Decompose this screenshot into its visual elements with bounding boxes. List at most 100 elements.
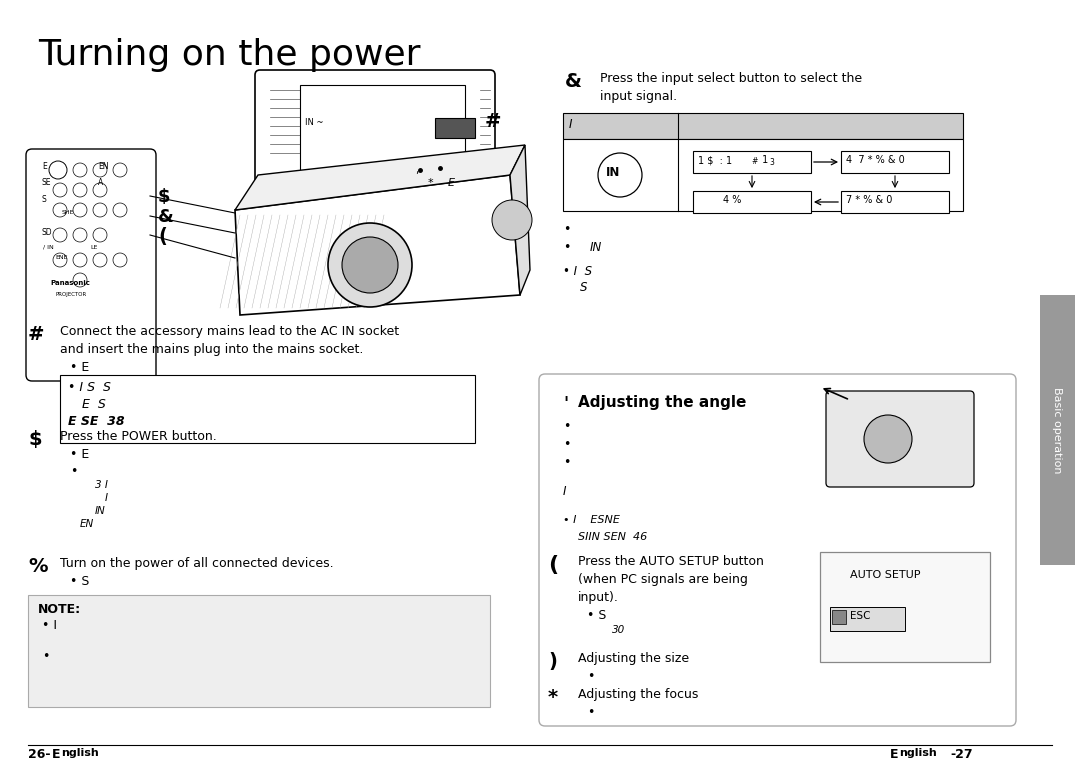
Text: ): ) [548,652,557,671]
Circle shape [73,163,87,177]
Text: S: S [580,281,588,294]
Text: LE: LE [90,245,97,250]
Text: Adjusting the angle: Adjusting the angle [578,395,746,410]
Text: I: I [105,493,108,503]
Bar [841,191,949,213]
Text: S: S [42,195,46,204]
Circle shape [375,98,435,158]
Text: SE: SE [42,178,52,187]
Circle shape [93,183,107,197]
Circle shape [53,183,67,197]
Text: •: • [588,670,594,683]
Text: NOTE:: NOTE: [38,603,81,616]
Text: •: • [563,223,570,236]
Text: *: * [548,688,558,707]
Text: E: E [42,162,46,171]
Circle shape [93,163,107,177]
Text: •: • [563,438,570,451]
Text: ENE: ENE [55,255,67,260]
Text: Press the POWER button.: Press the POWER button. [60,430,217,443]
Text: 1: 1 [759,155,768,165]
Text: 4  7 * % & 0: 4 7 * % & 0 [846,155,905,165]
Circle shape [73,228,87,242]
Text: Basic operation: Basic operation [1052,387,1062,474]
Circle shape [388,130,397,140]
Text: 3: 3 [769,158,774,167]
Circle shape [53,203,67,217]
Text: A: A [98,178,104,187]
Text: 1 $  : 1: 1 $ : 1 [698,155,732,165]
Circle shape [53,228,67,242]
Circle shape [113,253,127,267]
Text: &: & [158,208,174,226]
Text: E: E [448,178,455,188]
Text: •: • [42,650,50,663]
Bar [60,375,475,443]
Text: • S: • S [588,609,606,622]
Text: • I  S: • I S [563,265,592,278]
Text: I: I [569,118,572,131]
Text: I: I [563,485,567,498]
Text: (: ( [548,555,558,575]
Bar [435,118,475,138]
FancyBboxPatch shape [539,374,1016,726]
Text: • I S  S: • I S S [68,381,111,394]
Text: Adjusting the focus: Adjusting the focus [578,688,699,701]
Text: Press the AUTO SETUP button: Press the AUTO SETUP button [578,555,764,568]
Circle shape [400,109,410,119]
Text: Turn on the power of all connected devices.: Turn on the power of all connected devic… [60,557,334,570]
Circle shape [413,130,422,140]
Text: • I    ESNE: • I ESNE [563,515,620,525]
Text: E  S: E S [82,398,106,411]
Text: *: * [428,178,434,188]
Text: IN: IN [95,506,106,516]
Polygon shape [235,175,519,315]
Text: ': ' [563,395,568,413]
Text: Connect the accessory mains lead to the AC IN socket: Connect the accessory mains lead to the … [60,325,400,338]
Circle shape [73,183,87,197]
Text: #: # [28,325,44,344]
Bar [832,610,846,624]
Circle shape [492,200,532,240]
FancyBboxPatch shape [826,391,974,487]
Text: &: & [565,72,582,91]
Circle shape [342,237,399,293]
Circle shape [73,203,87,217]
Circle shape [113,163,127,177]
Circle shape [53,253,67,267]
Text: -27: -27 [950,748,973,761]
Text: 3 I: 3 I [95,480,108,490]
Text: IN: IN [606,166,620,179]
Text: input signal.: input signal. [600,90,677,103]
Text: / IN: / IN [43,244,54,249]
Circle shape [328,223,411,307]
Circle shape [93,203,107,217]
Text: Panasonic: Panasonic [50,280,90,286]
Bar [563,113,963,139]
Text: EN: EN [98,162,108,171]
Text: • I: • I [42,619,57,632]
Text: nglish: nglish [60,748,98,758]
Text: E: E [890,748,899,761]
Text: ESC: ESC [850,611,870,621]
Text: SHE: SHE [62,210,75,215]
Text: •: • [588,706,594,719]
Text: Press the input select button to select the: Press the input select button to select … [600,72,862,85]
Text: $: $ [158,188,171,206]
Circle shape [73,253,87,267]
Text: SIIN SEN  46: SIIN SEN 46 [578,532,647,542]
Text: IN: IN [590,241,603,254]
Bar [28,595,490,707]
Text: 4 %: 4 % [723,195,741,205]
Bar [841,151,949,173]
Text: 26-: 26- [28,748,51,761]
Bar [693,151,811,173]
Text: $: $ [28,430,42,449]
Circle shape [49,161,67,179]
Text: E SE  38: E SE 38 [68,415,124,428]
Bar [300,85,465,173]
FancyBboxPatch shape [255,70,495,185]
Text: •: • [563,456,570,469]
Text: nglish: nglish [899,748,936,758]
Text: 7 * % & 0: 7 * % & 0 [846,195,892,205]
